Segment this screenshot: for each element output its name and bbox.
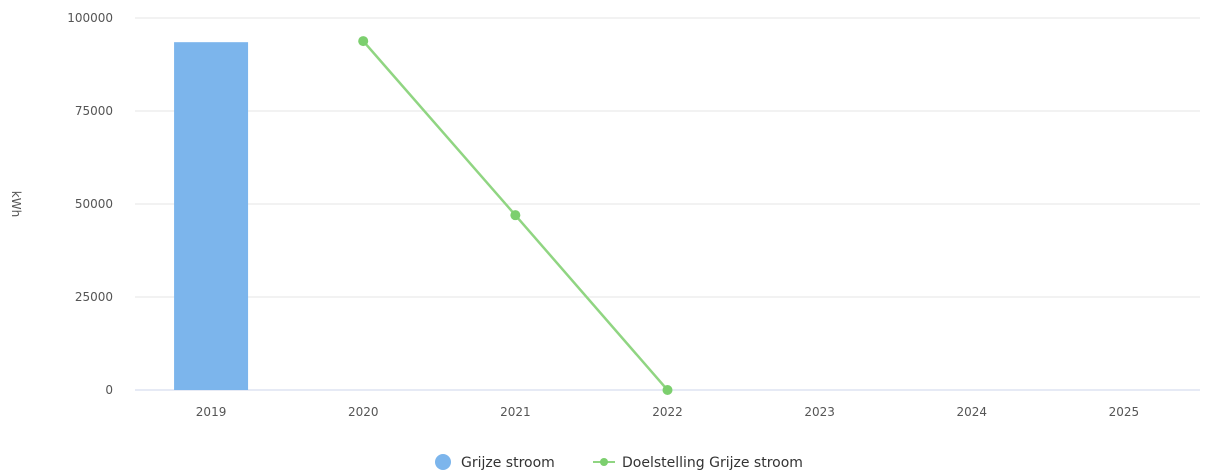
x-axis-ticks: 2019 2020 2021 2022 2023 2024 2025 (196, 405, 1139, 419)
line-point[interactable] (358, 36, 369, 47)
y-tick-label: 75000 (75, 104, 113, 118)
y-tick-label: 50000 (75, 197, 113, 211)
x-tick-label: 2019 (196, 405, 227, 419)
line-point[interactable] (662, 385, 673, 395)
x-tick-label: 2020 (348, 405, 379, 419)
line-series (358, 36, 673, 395)
legend-bar-marker (435, 454, 451, 470)
gridlines (135, 17, 1200, 391)
y-tick-label: 25000 (75, 290, 113, 304)
x-tick-label: 2021 (500, 405, 531, 419)
legend-line-marker (600, 458, 608, 466)
y-axis-label: kWh (9, 191, 23, 217)
bar[interactable] (174, 42, 249, 391)
y-tick-label: 0 (105, 383, 113, 397)
y-axis-ticks: 0 25000 50000 75000 100000 (67, 11, 113, 397)
x-tick-label: 2023 (804, 405, 835, 419)
legend-bar-label: Grijze stroom (461, 455, 555, 471)
bar-series (174, 42, 249, 391)
y-tick-label: 100000 (67, 11, 113, 25)
legend-item-line[interactable]: Doelstelling Grijze stroom (593, 455, 803, 471)
x-tick-label: 2024 (957, 405, 988, 419)
legend[interactable]: Grijze stroom Doelstelling Grijze stroom (435, 454, 803, 471)
line-point[interactable] (510, 210, 521, 221)
x-tick-label: 2025 (1109, 405, 1140, 419)
legend-line-label: Doelstelling Grijze stroom (622, 455, 803, 471)
legend-item-bar[interactable]: Grijze stroom (435, 454, 555, 471)
x-tick-label: 2022 (652, 405, 683, 419)
